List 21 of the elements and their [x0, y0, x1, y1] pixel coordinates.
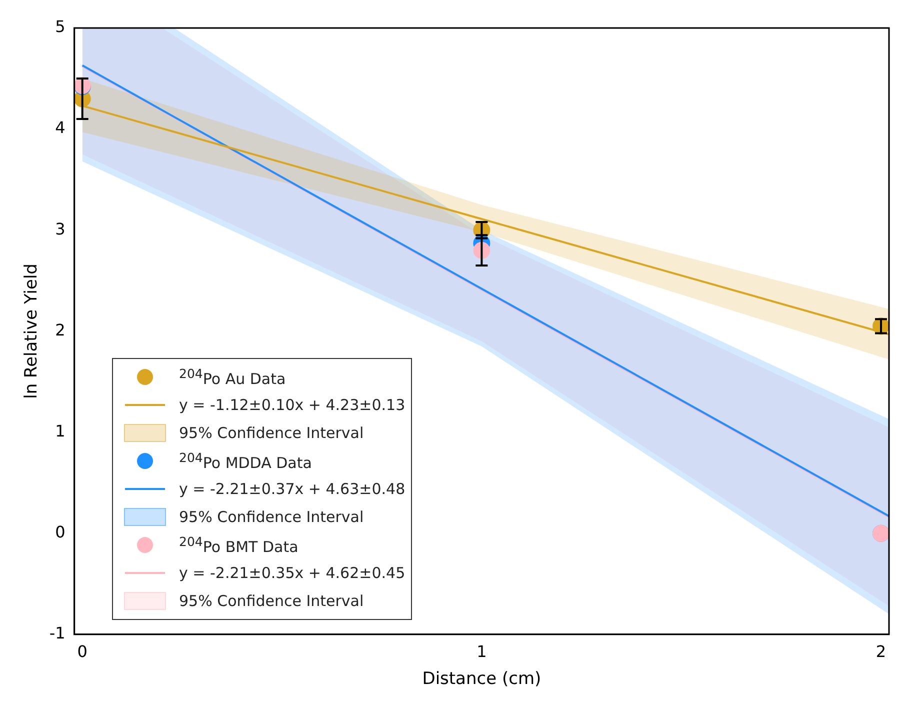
legend-label: y = -2.21±0.35x + 4.62±0.45 — [179, 564, 406, 582]
y-tick-label: 4 — [55, 118, 66, 138]
legend-label: y = -1.12±0.10x + 4.23±0.13 — [179, 396, 406, 414]
annotation: 95% Confidence Interval — [179, 508, 364, 526]
annotation: 95% Confidence Interval — [179, 592, 364, 610]
y-axis-title: ln Relative Yield — [22, 264, 42, 399]
x-tick-label: 2 — [876, 642, 886, 662]
x-tick-label: 0 — [77, 642, 88, 662]
legend-label: y = -2.21±0.37x + 4.63±0.48 — [179, 480, 406, 498]
y-tick-label: 1 — [55, 421, 66, 440]
x-axis-title: Distance (cm) — [422, 669, 542, 690]
y-tick-label: -1 — [49, 624, 66, 643]
x-tick-label: 1 — [476, 642, 487, 662]
y-tick-label: 0 — [55, 522, 66, 542]
annotation: 95% Confidence Interval — [179, 424, 364, 442]
y-tick-label: 2 — [55, 320, 66, 340]
y-tick-label: 5 — [55, 17, 66, 36]
legend-label: $^{204}$Po MDDA Data — [179, 450, 312, 472]
legend-label: $^{204}$Po BMT Data — [179, 534, 298, 556]
y-tick-label: 3 — [55, 219, 66, 238]
legend-label: $^{204}$Po Au Data — [179, 366, 286, 388]
